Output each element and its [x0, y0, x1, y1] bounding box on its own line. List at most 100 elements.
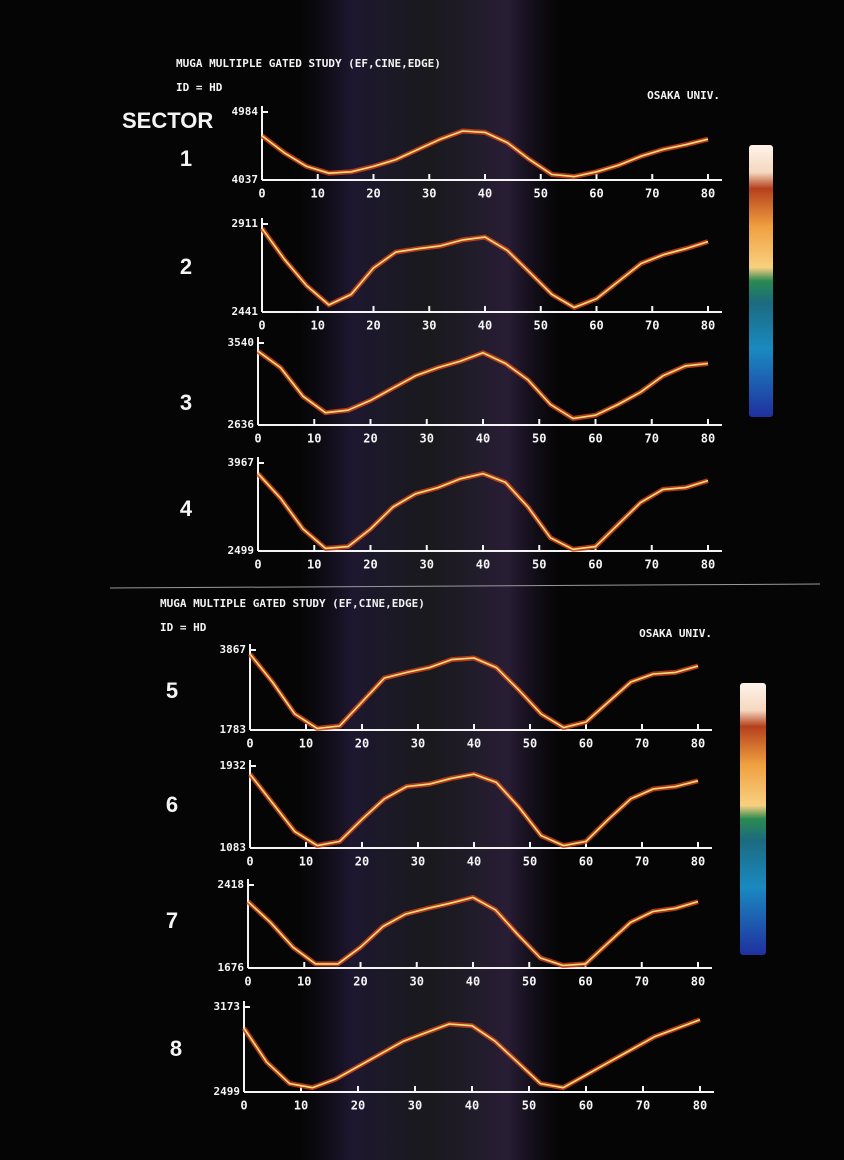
x-tick-label: 80: [701, 187, 715, 201]
x-tick-label: 10: [307, 432, 321, 446]
sector-label: 5: [166, 678, 178, 703]
x-tick-label: 70: [635, 975, 649, 989]
sector-label: 2: [180, 254, 192, 279]
x-tick-label: 50: [523, 855, 537, 869]
x-tick-label: 40: [467, 737, 481, 751]
x-tick-label: 20: [351, 1099, 365, 1113]
x-tick-label: 40: [467, 855, 481, 869]
y-tick-label: 2418: [218, 878, 245, 891]
sector-label: 8: [170, 1036, 182, 1061]
x-tick-label: 30: [408, 1099, 422, 1113]
x-tick-label: 0: [254, 432, 261, 446]
x-tick-label: 20: [355, 737, 369, 751]
y-tick-label: 1676: [218, 961, 245, 974]
x-tick-label: 60: [578, 975, 592, 989]
panel-id: ID = HD: [160, 621, 207, 634]
panel-title: MUGA MULTIPLE GATED STUDY (EF,CINE,EDGE): [160, 597, 425, 610]
panel-institution: OSAKA UNIV.: [639, 627, 712, 640]
scan-stripes: [300, 0, 560, 1160]
x-tick-label: 80: [701, 558, 715, 572]
x-tick-label: 50: [522, 1099, 536, 1113]
x-tick-label: 10: [299, 855, 313, 869]
y-tick-label: 3967: [228, 456, 255, 469]
y-tick-label: 2499: [214, 1085, 241, 1098]
line: [249, 773, 699, 847]
x-tick-label: 20: [363, 558, 377, 572]
y-tick-label: 3867: [220, 643, 247, 656]
x-tick-label: 0: [246, 855, 253, 869]
line: [257, 472, 709, 551]
x-tick-label: 0: [258, 319, 265, 333]
x-tick-label: 30: [422, 319, 436, 333]
x-tick-label: 60: [579, 855, 593, 869]
x-tick-label: 50: [534, 319, 548, 333]
panel-title: MUGA MULTIPLE GATED STUDY (EF,CINE,EDGE): [176, 57, 441, 70]
panel-id: ID = HD: [176, 81, 223, 94]
x-tick-label: 30: [411, 737, 425, 751]
x-tick-label: 10: [311, 187, 325, 201]
y-tick-label: 1783: [220, 723, 247, 736]
x-tick-label: 50: [522, 975, 536, 989]
x-tick-label: 30: [411, 855, 425, 869]
x-tick-label: 80: [693, 1099, 707, 1113]
x-tick-label: 50: [532, 558, 546, 572]
y-tick-label: 4984: [232, 105, 259, 118]
x-tick-label: 80: [691, 737, 705, 751]
x-tick-label: 0: [240, 1099, 247, 1113]
x-tick-label: 40: [465, 1099, 479, 1113]
x-tick-label: 60: [579, 1099, 593, 1113]
y-tick-label: 3540: [228, 336, 255, 349]
y-tick-label: 2636: [228, 418, 255, 431]
x-tick-label: 50: [532, 432, 546, 446]
x-tick-label: 80: [691, 975, 705, 989]
x-tick-label: 30: [420, 432, 434, 446]
x-tick-label: 10: [307, 558, 321, 572]
x-tick-label: 70: [645, 187, 659, 201]
x-tick-label: 30: [422, 187, 436, 201]
x-tick-label: 30: [420, 558, 434, 572]
line: [261, 227, 709, 309]
x-tick-label: 10: [294, 1099, 308, 1113]
color-scale: [749, 145, 773, 417]
y-tick-label: 2499: [228, 544, 255, 557]
x-tick-label: 70: [635, 855, 649, 869]
y-tick-label: 1932: [220, 759, 247, 772]
sector-label: 1: [180, 146, 192, 171]
x-tick-label: 80: [701, 319, 715, 333]
x-tick-label: 40: [478, 319, 492, 333]
x-tick-label: 80: [691, 855, 705, 869]
x-tick-label: 80: [701, 432, 715, 446]
color-scale: [740, 683, 766, 955]
x-tick-label: 60: [579, 737, 593, 751]
panel-institution: OSAKA UNIV.: [647, 89, 720, 102]
sector-label: 7: [166, 908, 178, 933]
line: [261, 130, 709, 178]
sector-label: 6: [166, 792, 178, 817]
line: [243, 1018, 701, 1089]
x-tick-label: 50: [534, 187, 548, 201]
x-tick-label: 40: [476, 558, 490, 572]
y-tick-label: 4037: [232, 173, 259, 186]
x-tick-label: 0: [254, 558, 261, 572]
x-tick-label: 10: [297, 975, 311, 989]
x-tick-label: 20: [366, 319, 380, 333]
x-tick-label: 20: [363, 432, 377, 446]
x-tick-label: 40: [476, 432, 490, 446]
panel-divider: [109, 583, 821, 589]
x-tick-label: 60: [588, 432, 602, 446]
line: [247, 896, 699, 967]
x-tick-label: 10: [311, 319, 325, 333]
x-tick-label: 0: [246, 737, 253, 751]
x-tick-label: 40: [478, 187, 492, 201]
x-tick-label: 20: [353, 975, 367, 989]
sector-heading: SECTOR: [122, 108, 213, 133]
x-tick-label: 20: [355, 855, 369, 869]
x-tick-label: 40: [466, 975, 480, 989]
x-tick-label: 70: [645, 432, 659, 446]
sector-label: 3: [180, 390, 192, 415]
x-tick-label: 70: [645, 319, 659, 333]
line: [257, 350, 709, 420]
x-tick-label: 60: [588, 558, 602, 572]
